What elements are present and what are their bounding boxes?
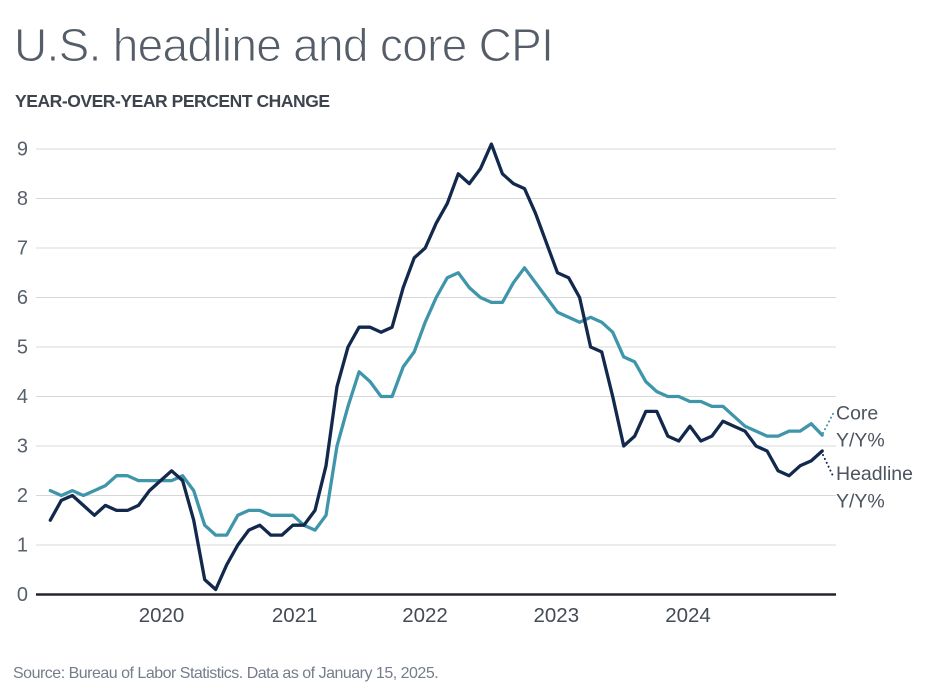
svg-text:2: 2 <box>17 485 28 507</box>
svg-text:2022: 2022 <box>402 604 448 627</box>
svg-text:2024: 2024 <box>665 604 711 627</box>
svg-text:Y/Y%: Y/Y% <box>836 430 885 452</box>
svg-text:1: 1 <box>17 535 28 557</box>
svg-text:Core: Core <box>836 403 878 425</box>
svg-text:6: 6 <box>17 287 28 309</box>
svg-text:9: 9 <box>17 139 28 161</box>
svg-text:Source: Bureau of Labor Statis: Source: Bureau of Labor Statistics. Data… <box>13 665 438 682</box>
svg-text:2020: 2020 <box>139 604 185 627</box>
svg-text:YEAR-OVER-YEAR PERCENT CHANGE: YEAR-OVER-YEAR PERCENT CHANGE <box>15 91 330 111</box>
svg-text:4: 4 <box>17 386 28 408</box>
svg-text:0: 0 <box>17 584 28 606</box>
svg-text:Y/Y%: Y/Y% <box>836 491 885 513</box>
svg-text:Headline: Headline <box>836 463 913 485</box>
svg-text:2021: 2021 <box>272 604 318 627</box>
svg-text:8: 8 <box>17 188 28 210</box>
svg-text:5: 5 <box>17 337 28 359</box>
svg-text:7: 7 <box>17 238 28 260</box>
svg-text:2023: 2023 <box>533 604 579 627</box>
svg-text:3: 3 <box>17 436 28 458</box>
svg-text:U.S. headline and core CPI: U.S. headline and core CPI <box>14 19 553 71</box>
